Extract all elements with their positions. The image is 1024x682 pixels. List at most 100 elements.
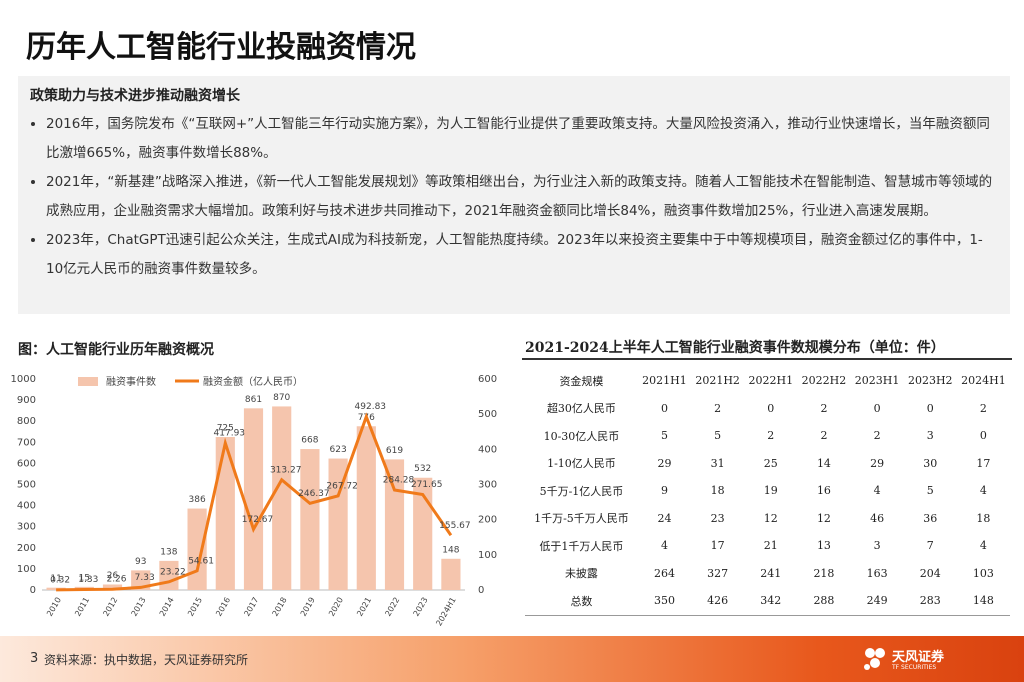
- page-number: 3: [30, 651, 39, 666]
- table-cell: 3: [926, 429, 934, 443]
- bar-label: 623: [330, 445, 347, 455]
- line-label: 271.65: [411, 480, 443, 490]
- x-tick-label: 2012: [101, 596, 119, 618]
- line-label: 2.26: [106, 575, 126, 585]
- table-cell: 1千万-5千万人民币: [534, 512, 629, 526]
- y-tick-label: 0: [30, 585, 36, 596]
- x-tick-label: 2019: [299, 596, 317, 618]
- table-cell: 18: [710, 484, 725, 498]
- bar: [413, 477, 433, 590]
- table-cell: 18: [976, 511, 991, 525]
- bar: [272, 406, 292, 590]
- table-cell: 350: [637, 587, 692, 616]
- line-label: 267.72: [326, 481, 358, 491]
- line-label: 246.37: [298, 489, 330, 499]
- y-tick-label: 100: [17, 564, 36, 575]
- y2-tick-label: 100: [478, 550, 497, 561]
- table-cell: 2: [820, 429, 828, 443]
- table-cell: 241: [760, 566, 782, 580]
- x-tick-label: 2023: [412, 596, 430, 618]
- table-cell: 288: [797, 587, 851, 616]
- table-cell: 2: [873, 429, 881, 443]
- y-tick-label: 1000: [11, 374, 36, 385]
- line-label: 492.83: [355, 402, 387, 412]
- table-cell: 2: [767, 429, 775, 443]
- y-tick-label: 200: [17, 543, 36, 554]
- table-cell: 3: [873, 539, 881, 553]
- line-label: 23.22: [160, 567, 186, 577]
- table-cell: 342: [744, 587, 798, 616]
- line-label: 7.33: [135, 573, 155, 583]
- y2-tick-label: 500: [478, 409, 497, 420]
- line-label: 417.93: [214, 429, 246, 439]
- y2-tick-label: 600: [478, 374, 497, 385]
- x-tick-label: 2014: [158, 596, 176, 618]
- line-label: 172.67: [242, 515, 274, 525]
- table-cell: 12: [763, 511, 778, 525]
- bar-label: 668: [301, 436, 318, 446]
- table-cell: 14: [816, 456, 831, 470]
- x-tick-label: 2022: [383, 596, 401, 618]
- header-cell: 2024H1: [961, 374, 1006, 388]
- bar-label: 386: [189, 495, 206, 505]
- table-cell: 0: [979, 429, 987, 443]
- bar: [187, 508, 207, 590]
- table-cell: 103: [972, 566, 994, 580]
- summary-box: 政策助力与技术进步推动融资增长 2016年，国务院发布《“互联网+”人工智能三年…: [18, 76, 1010, 314]
- line-label: 1.33: [78, 575, 98, 585]
- x-tick-label: 2020: [327, 596, 345, 618]
- bullet: 2016年，国务院发布《“互联网+”人工智能三年行动实施方案》，为人工智能行业提…: [46, 110, 996, 168]
- line-label: 284.28: [383, 476, 415, 486]
- bullet-list: 2016年，国务院发布《“互联网+”人工智能三年行动实施方案》，为人工智能行业提…: [18, 110, 996, 284]
- table-cell: 7: [926, 539, 934, 553]
- table-cell: 4: [660, 539, 668, 553]
- bar: [215, 437, 235, 590]
- table-cell: 19: [763, 484, 778, 498]
- table-cell: 16: [816, 484, 831, 498]
- table-cell: 0: [926, 401, 934, 415]
- table-cell: 未披露: [564, 567, 598, 581]
- table-row: 1-10亿人民币 29 31 25 14 29 30 17: [525, 450, 1010, 478]
- line-label: 54.61: [188, 556, 214, 566]
- chart-title: 图：人工智能行业历年融资概况: [18, 341, 214, 358]
- table-row: 超30亿人民币 0 2 0 2 0 0 2: [525, 395, 1010, 423]
- chart: 图：人工智能行业历年融资概况 0 100 200 300 400 500 600 700 800…: [11, 341, 498, 628]
- table-row: 低于1千万人民币 4 17 21 13 3 7 4: [525, 532, 1010, 560]
- x-tick-label: 2017: [242, 596, 260, 618]
- table-cell: 426: [691, 587, 745, 616]
- table-cell: 249: [850, 587, 904, 616]
- bar: [102, 584, 123, 590]
- bar: [441, 558, 461, 590]
- table-cell: 5: [714, 429, 722, 443]
- y-tick-label: 500: [17, 480, 36, 491]
- y2-tick-label: 400: [478, 444, 497, 455]
- bar-label: 619: [386, 446, 403, 456]
- bar-label: 725: [217, 424, 234, 434]
- table-cell: 218: [813, 566, 835, 580]
- table-title: 2021-2024上半年人工智能行业融资事件数规模分布（单位：件）: [525, 340, 945, 356]
- line-label: 313.27: [270, 465, 302, 475]
- y2-tick-label: 0: [478, 585, 484, 596]
- table-cell: 13: [816, 539, 831, 553]
- bar-label: 138: [160, 547, 177, 557]
- table-row: 5千万-1亿人民币 9 18 19 16 4 5 4: [525, 477, 1010, 505]
- y-tick-label: 600: [17, 458, 36, 469]
- x-tick-label: 2011: [73, 596, 91, 618]
- table-cell: 283: [903, 587, 957, 616]
- x-tick-label: 2010: [45, 596, 63, 618]
- x-tick-label: 2024H1: [434, 596, 458, 628]
- table-cell: 327: [707, 566, 729, 580]
- table-cell: 46: [870, 511, 885, 525]
- table-rule: [522, 358, 1012, 360]
- table-cell: 10-30亿人民币: [543, 429, 620, 443]
- table-cell: 1-10亿人民币: [547, 457, 616, 471]
- logo-text-en: TF SECURITIES: [892, 664, 937, 671]
- table-cell: 4: [873, 484, 881, 498]
- table-cell: 5: [926, 484, 934, 498]
- summary-heading: 政策助力与技术进步推动融资增长: [30, 88, 240, 104]
- table-cell: 2: [979, 401, 987, 415]
- table-cell: 204: [919, 566, 941, 580]
- bar-label: 870: [273, 393, 290, 403]
- header-cell: 2022H1: [748, 374, 794, 388]
